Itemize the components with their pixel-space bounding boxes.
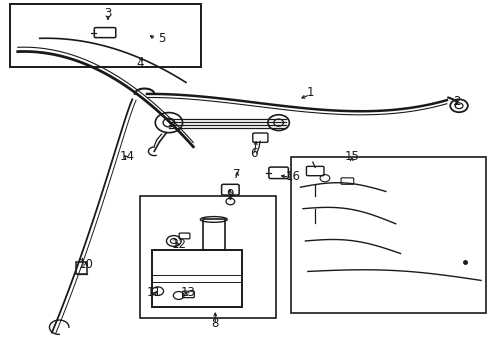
Text: 13: 13 — [181, 287, 196, 300]
Text: 6: 6 — [250, 147, 258, 159]
Text: 7: 7 — [233, 168, 241, 181]
Text: 4: 4 — [136, 57, 143, 70]
Text: 8: 8 — [211, 317, 219, 330]
Bar — [140, 196, 276, 318]
Text: 1: 1 — [306, 86, 313, 99]
Text: 5: 5 — [158, 32, 165, 45]
Text: 10: 10 — [79, 258, 93, 271]
Text: 14: 14 — [120, 150, 135, 163]
Text: 11: 11 — [146, 287, 162, 300]
Text: 16: 16 — [285, 170, 300, 183]
Text: 12: 12 — [171, 238, 186, 251]
Text: 9: 9 — [225, 188, 233, 201]
Text: 15: 15 — [344, 150, 359, 163]
Bar — [203, 220, 224, 250]
Text: 2: 2 — [452, 95, 459, 108]
Bar — [290, 157, 485, 313]
Text: 3: 3 — [104, 7, 111, 20]
Bar — [152, 250, 242, 307]
Bar — [10, 4, 200, 67]
Bar — [76, 262, 87, 274]
